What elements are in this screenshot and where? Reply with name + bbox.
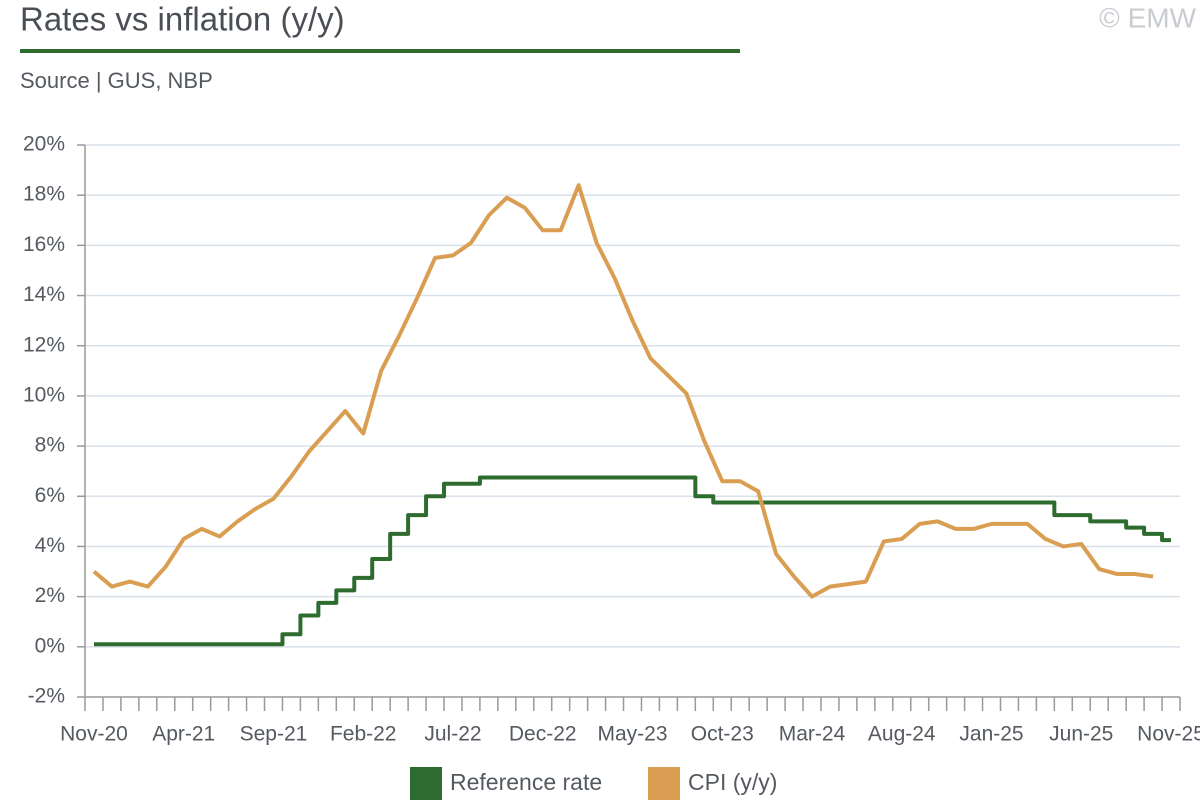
x-tick-label: Nov-25 bbox=[1137, 723, 1200, 746]
legend-swatch bbox=[410, 767, 442, 800]
x-tick-label: Sep-21 bbox=[240, 723, 308, 746]
y-tick-label: 0% bbox=[35, 634, 65, 657]
chart-title: Rates vs inflation (y/y) bbox=[20, 1, 345, 38]
x-tick-label: Jul-22 bbox=[424, 723, 481, 746]
series-line bbox=[92, 183, 1154, 599]
legend-swatch bbox=[648, 767, 680, 800]
legend-label: Reference rate bbox=[450, 769, 602, 795]
y-tick-label: 2% bbox=[35, 584, 65, 607]
legend-label: CPI (y/y) bbox=[688, 769, 777, 795]
y-tick-label: 18% bbox=[23, 183, 65, 206]
series-line bbox=[93, 475, 1172, 647]
chart-subtitle: Source | GUS, NBP bbox=[20, 68, 213, 93]
y-tick-label: 16% bbox=[23, 233, 65, 256]
x-tick-label: Oct-23 bbox=[691, 723, 754, 746]
x-tick-label: Nov-20 bbox=[60, 723, 128, 746]
title-underline bbox=[20, 49, 740, 53]
y-tick-label: 12% bbox=[23, 333, 65, 356]
y-tick-label: -2% bbox=[28, 685, 65, 708]
y-tick-label: 8% bbox=[35, 434, 65, 457]
x-tick-label: Aug-24 bbox=[868, 723, 936, 746]
y-tick-label: 14% bbox=[23, 283, 65, 306]
x-tick-label: Dec-22 bbox=[509, 723, 577, 746]
x-tick-label: Feb-22 bbox=[330, 723, 397, 746]
x-tick-label: Mar-24 bbox=[779, 723, 846, 746]
x-tick-label: Jan-25 bbox=[959, 723, 1023, 746]
x-tick-label: Apr-21 bbox=[152, 723, 215, 746]
x-tick-label: May-23 bbox=[597, 723, 667, 746]
y-tick-label: 6% bbox=[35, 484, 65, 507]
watermark: © EMW bbox=[1099, 2, 1196, 33]
x-tick-label: Jun-25 bbox=[1049, 723, 1113, 746]
y-tick-label: 10% bbox=[23, 383, 65, 406]
y-tick-label: 4% bbox=[35, 534, 65, 557]
y-tick-label: 20% bbox=[23, 133, 65, 156]
